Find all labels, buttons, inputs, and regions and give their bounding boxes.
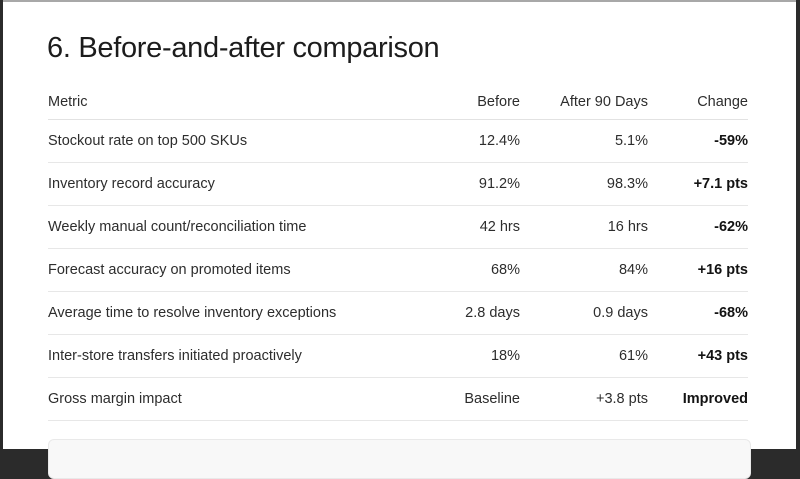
after-cell: 0.9 days	[593, 305, 648, 321]
table-row: Inter-store transfers initiated proactiv…	[48, 335, 748, 378]
column-header-after: After 90 Days	[560, 94, 648, 110]
table-row: Forecast accuracy on promoted items 68% …	[48, 249, 748, 292]
column-header-before: Before	[477, 94, 520, 110]
table-row: Average time to resolve inventory except…	[48, 292, 748, 335]
table-row: Stockout rate on top 500 SKUs 12.4% 5.1%…	[48, 120, 748, 163]
metric-cell: Gross margin impact	[48, 391, 182, 407]
before-cell: 68%	[490, 262, 520, 278]
change-cell: +16 pts	[697, 262, 748, 278]
table-row: Weekly manual count/reconciliation time …	[48, 206, 748, 249]
before-cell: 12.4%	[478, 133, 520, 149]
after-cell: +3.8 pts	[596, 391, 648, 407]
metric-cell: Average time to resolve inventory except…	[48, 305, 337, 321]
comparison-table: Metric Before After 90 Days Change Stock…	[48, 85, 748, 421]
before-cell: 18%	[490, 348, 520, 364]
metric-cell: Inter-store transfers initiated proactiv…	[48, 348, 302, 364]
before-cell: 42 hrs	[479, 219, 520, 235]
table-header-row: Metric Before After 90 Days Change	[48, 85, 748, 120]
document-page: 6. Before-and-after comparison Metric Be…	[3, 0, 796, 479]
metric-cell: Stockout rate on top 500 SKUs	[48, 133, 248, 149]
callout-box	[48, 439, 751, 479]
after-cell: 5.1%	[614, 133, 648, 149]
before-cell: 2.8 days	[465, 305, 520, 321]
change-cell: -59%	[714, 133, 748, 149]
metric-cell: Weekly manual count/reconciliation time	[48, 219, 307, 235]
after-cell: 84%	[618, 262, 648, 278]
change-cell: +43 pts	[697, 348, 748, 364]
change-cell: +7.1 pts	[693, 176, 748, 192]
table-row: Gross margin impact Baseline +3.8 pts Im…	[48, 378, 748, 421]
section-title: 6. Before-and-after comparison	[47, 32, 440, 64]
before-cell: Baseline	[464, 391, 520, 407]
table-row: Inventory record accuracy 91.2% 98.3% +7…	[48, 163, 748, 206]
change-cell: -62%	[714, 219, 748, 235]
column-header-metric: Metric	[48, 94, 88, 110]
before-cell: 91.2%	[478, 176, 520, 192]
after-cell: 98.3%	[606, 176, 648, 192]
change-cell: Improved	[682, 391, 748, 407]
table-body: Stockout rate on top 500 SKUs 12.4% 5.1%…	[48, 120, 748, 421]
metric-cell: Forecast accuracy on promoted items	[48, 262, 291, 278]
after-cell: 61%	[618, 348, 648, 364]
column-header-change: Change	[697, 94, 748, 110]
after-cell: 16 hrs	[607, 219, 648, 235]
metric-cell: Inventory record accuracy	[48, 176, 215, 192]
change-cell: -68%	[714, 305, 748, 321]
